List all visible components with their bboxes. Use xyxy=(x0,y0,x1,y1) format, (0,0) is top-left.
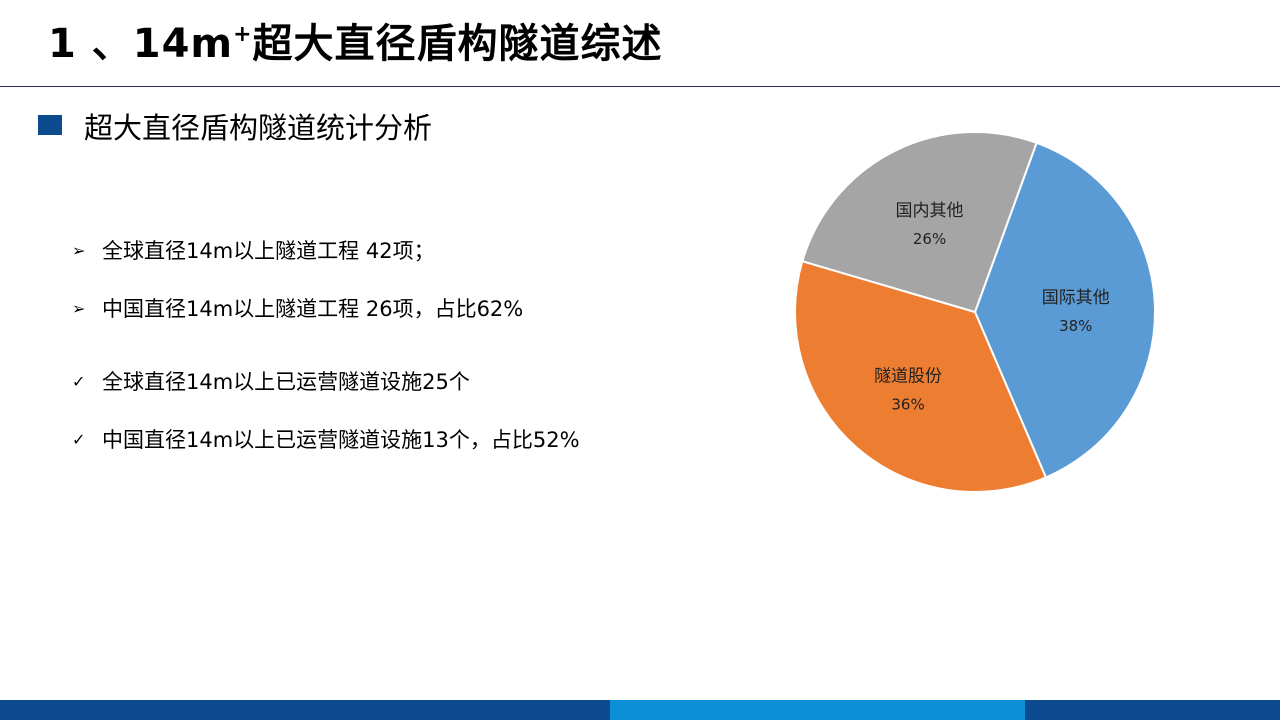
pie-slice xyxy=(794,259,1048,493)
pie-chart-svg: 国际其他 38% 隧道股份 36% 国内其他 26% xyxy=(794,131,1156,493)
bullet-point-3: ✓ 全球直径14m以上已运营隧道设施25个 xyxy=(72,367,470,397)
checkmark-bullet-icon: ✓ xyxy=(72,430,86,449)
title-superscript: + xyxy=(233,22,253,47)
slide-title: 1 、14m+超大直径盾构隧道综述 xyxy=(48,18,663,70)
section-heading: 超大直径盾构隧道统计分析 xyxy=(84,111,433,145)
bullet-point-text: 中国直径14m以上隧道工程 26项，占比62% xyxy=(102,297,524,321)
title-divider xyxy=(0,86,1280,87)
bullet-point-text: 中国直径14m以上已运营隧道设施13个，占比52% xyxy=(102,428,580,452)
pie-slice-percent: 36% xyxy=(891,395,924,413)
pie-slice xyxy=(973,141,1156,479)
footer-bar-left xyxy=(0,700,610,720)
section-bullet-square xyxy=(38,115,62,135)
arrow-bullet-icon: ➢ xyxy=(72,299,86,318)
title-suffix: 超大直径盾构隧道综述 xyxy=(252,21,663,67)
pie-slice-label: 国内其他 xyxy=(896,201,964,221)
bullet-point-4: ✓ 中国直径14m以上已运营隧道设施13个，占比52% xyxy=(72,425,580,455)
checkmark-bullet-icon: ✓ xyxy=(72,372,86,391)
footer-bar-right xyxy=(1025,700,1280,720)
bullet-point-text: 全球直径14m以上已运营隧道设施25个 xyxy=(102,370,470,394)
arrow-bullet-icon: ➢ xyxy=(72,241,86,260)
title-prefix: 1 、14m xyxy=(48,21,234,67)
pie-chart: 国际其他 38% 隧道股份 36% 国内其他 26% xyxy=(780,120,1170,510)
bullet-point-text: 全球直径14m以上隧道工程 42项； xyxy=(102,239,435,263)
pie-slice-label: 国际其他 xyxy=(1042,288,1110,308)
pie-slice-percent: 26% xyxy=(913,230,946,248)
pie-slice-percent: 38% xyxy=(1059,317,1092,335)
pie-slice-label: 隧道股份 xyxy=(874,366,942,386)
footer-bar-middle xyxy=(610,700,1025,720)
bullet-point-1: ➢ 全球直径14m以上隧道工程 42项； xyxy=(72,236,435,266)
pie-slice xyxy=(801,131,1038,314)
bullet-point-2: ➢ 中国直径14m以上隧道工程 26项，占比62% xyxy=(72,294,523,324)
